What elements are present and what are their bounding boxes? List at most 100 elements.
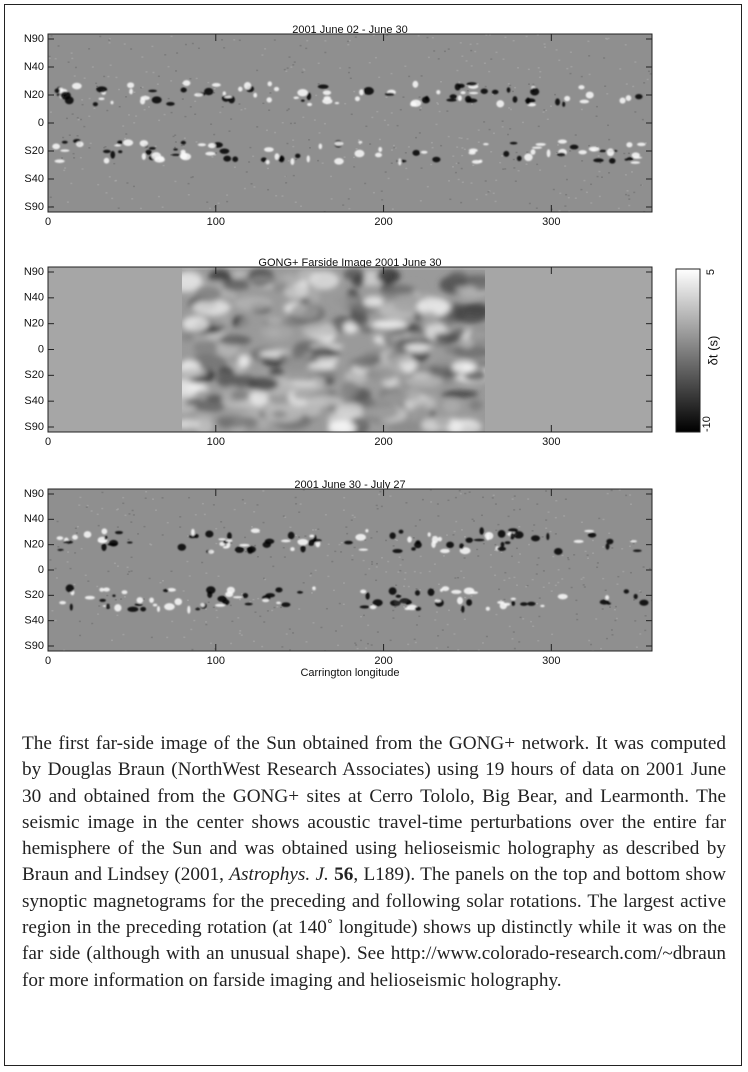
spot [187, 605, 191, 614]
spot [232, 596, 243, 599]
speck [576, 618, 579, 621]
speck [309, 147, 312, 149]
spot [98, 97, 105, 101]
speck [108, 176, 111, 178]
speck [317, 528, 320, 530]
speck [287, 108, 290, 110]
speck [170, 80, 173, 82]
blob [218, 335, 252, 346]
speck [501, 120, 504, 122]
spot [114, 530, 123, 535]
y-tick-label: N40 [24, 513, 44, 525]
speck [154, 509, 157, 511]
speck [72, 152, 75, 155]
speck [298, 608, 301, 610]
speck [172, 135, 175, 138]
speck [629, 494, 632, 496]
speck [230, 642, 233, 645]
spot [623, 589, 630, 594]
speck [369, 143, 372, 145]
speck [485, 34, 488, 36]
speck [365, 125, 368, 128]
blob [351, 274, 365, 288]
speck [324, 40, 327, 42]
speck [63, 649, 66, 651]
speck [97, 183, 100, 186]
speck [182, 590, 185, 592]
blob [451, 361, 477, 374]
speck [561, 578, 564, 580]
speck [342, 204, 345, 206]
speck [538, 76, 541, 79]
speck [221, 106, 224, 108]
speck [640, 184, 643, 186]
speck [537, 125, 540, 128]
speck [644, 629, 647, 632]
speck [390, 162, 393, 164]
speck [513, 647, 516, 650]
speck [371, 563, 374, 565]
speck [78, 504, 81, 506]
speck [120, 598, 123, 600]
spot [242, 592, 249, 599]
speck [80, 118, 83, 121]
speck [537, 557, 540, 559]
speck [276, 606, 279, 608]
blob [460, 338, 474, 349]
speck [396, 124, 399, 127]
speck [396, 539, 399, 542]
speck [211, 156, 214, 158]
spot [384, 92, 395, 96]
speck [386, 34, 389, 36]
speck [392, 617, 395, 619]
spot [466, 82, 477, 86]
speck [287, 160, 290, 162]
spot [295, 153, 301, 159]
speck [205, 623, 208, 626]
speck [419, 555, 422, 558]
speck [455, 520, 458, 523]
y-tick-label: 0 [38, 564, 44, 576]
speck [514, 180, 517, 182]
blob [410, 406, 424, 414]
spot [114, 144, 122, 147]
speck [407, 585, 410, 588]
speck [489, 554, 492, 556]
speck [607, 37, 610, 40]
spot [334, 102, 340, 105]
spot [281, 602, 291, 608]
speck [468, 491, 471, 493]
speck [389, 639, 392, 642]
speck [549, 530, 552, 533]
blob [208, 312, 232, 327]
spot [562, 101, 566, 107]
speck [608, 172, 611, 174]
speck [604, 85, 607, 87]
speck [488, 190, 491, 192]
spot [151, 96, 162, 104]
speck [528, 543, 531, 546]
speck [447, 499, 450, 502]
speck [569, 72, 572, 75]
speck [262, 521, 265, 524]
speck [264, 48, 267, 50]
speck [295, 158, 298, 161]
speck [569, 150, 572, 152]
speck [598, 517, 601, 520]
blob [307, 285, 320, 306]
spot [605, 595, 610, 600]
speck [582, 584, 585, 586]
speck [573, 554, 576, 556]
speck [517, 169, 520, 172]
speck [375, 562, 378, 565]
background [48, 34, 652, 212]
speck [191, 42, 194, 45]
blob [341, 380, 359, 400]
speck [541, 536, 544, 538]
spot [59, 601, 66, 605]
speck [256, 69, 259, 72]
speck [289, 122, 292, 125]
y-tick-label: S90 [24, 640, 44, 652]
speck [605, 637, 608, 640]
speck [418, 96, 421, 98]
